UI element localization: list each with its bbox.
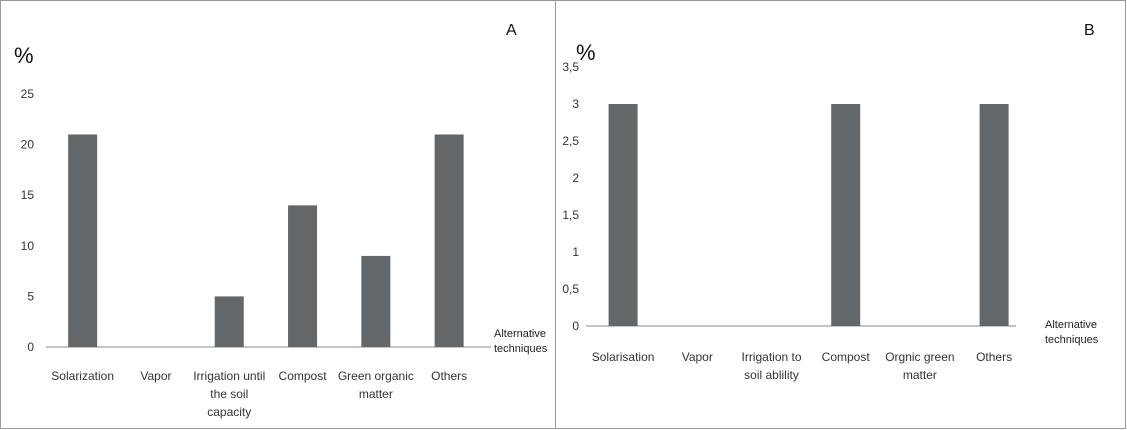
chart-b-category-label: Others xyxy=(976,350,1012,364)
chart-b-y-axis-label: % xyxy=(576,40,596,65)
chart-a-category-label: Compost xyxy=(279,369,328,383)
chart-b-y-tick-label: 3,5 xyxy=(562,60,579,74)
chart-b-panel-label: B xyxy=(1084,22,1095,39)
chart-a-category-label: Green organic xyxy=(338,369,414,383)
chart-b-bar xyxy=(608,104,638,326)
chart-b-category-label: Compost xyxy=(822,350,871,364)
chart-b-y-tick-label: 1 xyxy=(572,245,579,259)
chart-a-category-label: Irrigation until xyxy=(193,369,265,383)
chart-b-x-axis-title: Alternative xyxy=(1045,319,1097,331)
chart-a-category-label: the soil xyxy=(210,387,248,401)
chart-b-y-tick-label: 1,5 xyxy=(562,208,579,222)
chart-b-category-label: Vapor xyxy=(682,350,713,364)
chart-a-bar xyxy=(68,134,98,347)
chart-a-y-tick-label: 25 xyxy=(21,87,35,101)
chart-a-bar xyxy=(361,255,391,347)
chart-b-y-tick-label: 0,5 xyxy=(562,282,579,296)
chart-a-y-tick-label: 5 xyxy=(27,289,34,303)
chart-b-category-label: Solarisation xyxy=(592,350,655,364)
chart-b-category-label: matter xyxy=(903,368,937,382)
chart-a-category-label: Solarization xyxy=(51,369,114,383)
chart-a-panel-label: A xyxy=(506,22,517,39)
chart-b-y-tick-label: 2,5 xyxy=(562,134,579,148)
chart-a-category-label: Vapor xyxy=(140,369,171,383)
chart-a-svg: % A 0 5 10 15 20 25 Solarization Vapor Irrigation … xyxy=(14,22,548,419)
chart-panel-b: % B 0 0,5 1 1,5 2 2,5 3 3,5 Solarisation Vapor Irrig… xyxy=(555,0,1126,429)
chart-b-bar xyxy=(979,104,1009,326)
chart-b-category-label: soil ablility xyxy=(744,368,799,382)
chart-b-y-tick-label: 0 xyxy=(572,319,579,333)
chart-b-x-axis-title: techniques xyxy=(1045,334,1099,346)
chart-b-y-tick-label: 3 xyxy=(572,97,579,111)
chart-b-category-label: Orgnic green xyxy=(885,350,954,364)
chart-a-category-label: capacity xyxy=(207,405,251,419)
chart-b-category-label: Irrigation to xyxy=(741,350,801,364)
chart-a-bar xyxy=(288,205,318,347)
chart-b-y-tick-label: 2 xyxy=(572,171,579,185)
chart-b-bar xyxy=(831,104,861,326)
chart-a-y-tick-label: 0 xyxy=(27,340,34,354)
chart-a-y-tick-label: 15 xyxy=(21,188,35,202)
chart-a-bar xyxy=(434,134,464,347)
chart-panel-a: % A 0 5 10 15 20 25 Solarization Vapor Irrigation … xyxy=(0,0,556,429)
chart-a-y-tick-label: 20 xyxy=(21,138,35,152)
chart-a-category-label: Others xyxy=(431,369,467,383)
chart-b-svg: % B 0 0,5 1 1,5 2 2,5 3 3,5 Solarisation Vapor Irrig… xyxy=(562,22,1099,382)
chart-a-x-axis-title: Alternative xyxy=(494,328,546,340)
chart-a-y-tick-label: 10 xyxy=(21,239,35,253)
chart-a-y-axis-label: % xyxy=(14,43,34,68)
chart-a-category-label: matter xyxy=(359,387,393,401)
chart-a-bar xyxy=(214,296,244,347)
chart-a-x-axis-title: techniques xyxy=(494,343,548,355)
